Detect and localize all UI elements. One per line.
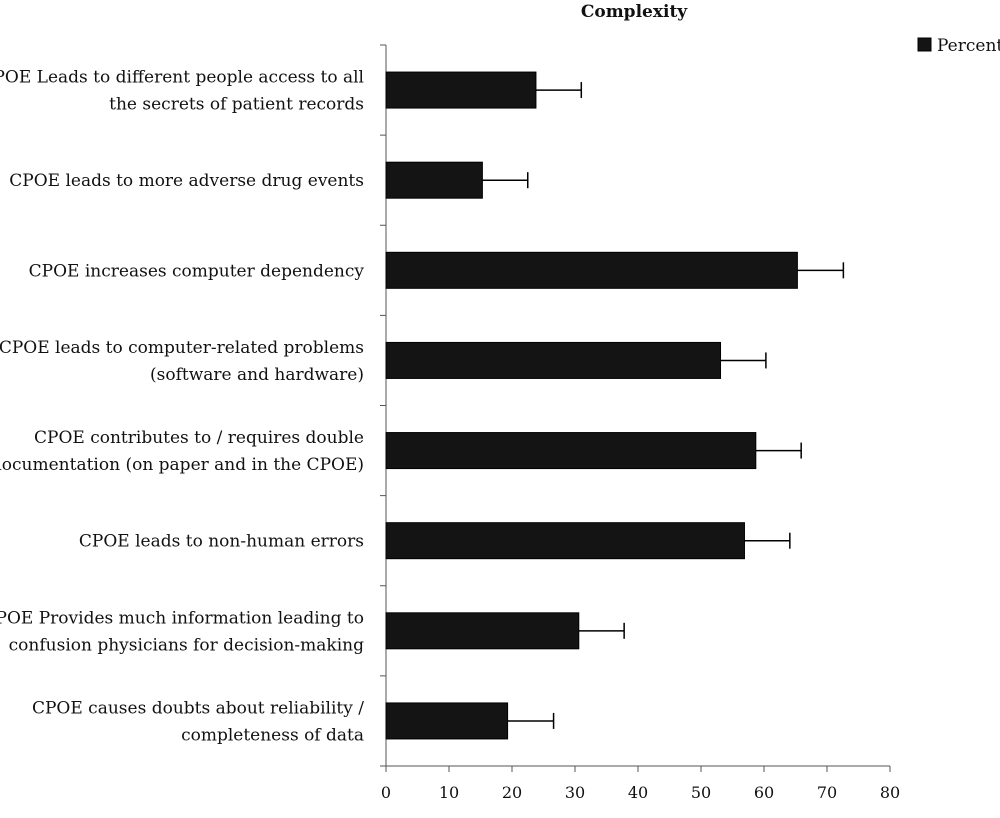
bar xyxy=(385,251,798,289)
x-tick-label: 50 xyxy=(691,783,711,802)
category-label: the secrets of patient records xyxy=(109,95,364,115)
x-tick-label: 60 xyxy=(754,783,774,802)
x-tick-label: 70 xyxy=(817,783,837,802)
x-tick-label: 40 xyxy=(628,783,648,802)
category-label: completeness of data xyxy=(181,725,364,745)
x-tick-label: 20 xyxy=(502,783,522,802)
category-label: CPOE contributes to / requires double xyxy=(34,428,364,448)
category-label: confusion physicians for decision-making xyxy=(9,635,364,655)
bar xyxy=(385,432,757,470)
bar xyxy=(385,612,580,650)
category-label: documentation (on paper and in the CPOE) xyxy=(0,455,364,475)
chart-title: Complexity xyxy=(581,2,688,22)
category-label: CPOE leads to computer-related problems xyxy=(0,338,364,358)
legend-swatch xyxy=(917,37,932,52)
plot-area: 0 10 20 30 40 50 60 70 80 CPOE Leads to different… xyxy=(0,44,900,802)
x-tick-label: 10 xyxy=(439,783,459,802)
category-label: CPOE leads to non-human errors xyxy=(79,532,364,552)
category-label: CPOE leads to more adverse drug events xyxy=(9,171,364,191)
bar xyxy=(385,341,722,379)
category-label: CPOE Provides much information leading t… xyxy=(0,608,364,628)
category-label: CPOE Leads to different people access to… xyxy=(0,68,364,88)
bar xyxy=(385,71,537,109)
bar xyxy=(385,702,509,740)
legend: Percent xyxy=(917,36,1000,56)
x-tick-label: 0 xyxy=(381,783,391,802)
category-label: (software and hardware) xyxy=(150,365,364,385)
bar xyxy=(385,161,483,199)
x-tick-label: 80 xyxy=(880,783,900,802)
x-tick-label: 30 xyxy=(565,783,585,802)
legend-label: Percent xyxy=(937,36,1000,56)
bar xyxy=(385,522,745,560)
category-label: CPOE increases computer dependency xyxy=(29,261,365,281)
category-label: CPOE causes doubts about reliability / xyxy=(32,698,364,718)
